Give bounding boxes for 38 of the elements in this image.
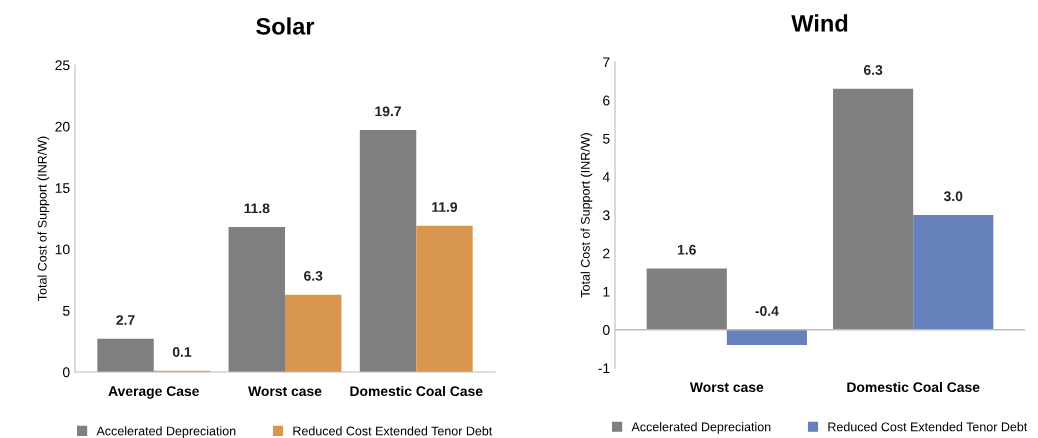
y-tick-label: -1 [598, 363, 610, 374]
data-label: 11.8 [244, 203, 270, 214]
y-tick-label: 0 [602, 325, 610, 335]
x-tick-label: Worst case [248, 386, 322, 397]
x-tick-label: Domestic Coal Case [350, 385, 483, 397]
y-axis-title: Total Cost of Support (INR/W) [37, 136, 50, 301]
data-label: 6.3 [304, 270, 323, 281]
y-tick-label: 4 [602, 172, 610, 182]
legend-label: Reduced Cost Extended Tenor Debt [828, 422, 1028, 432]
y-tick-label: 5 [62, 306, 70, 316]
data-label: 0.1 [172, 347, 192, 357]
y-tick-label: 2 [603, 248, 610, 259]
x-tick-label: Domestic Coal Case [847, 381, 980, 393]
data-label: 6.3 [863, 65, 883, 75]
x-tick-label: Average Case [108, 386, 199, 399]
y-tick-label: 10 [55, 244, 70, 255]
chart-title: Wind [791, 14, 848, 32]
y-axis-title: Total Cost of Support (INR/W) [580, 133, 593, 298]
y-tick-label: 6 [603, 95, 610, 106]
data-label: 19.7 [375, 106, 401, 117]
legend-label: Accelerated Depreciation [96, 426, 236, 438]
data-label: -0.4 [755, 306, 779, 316]
data-label: 2.7 [116, 315, 135, 325]
y-tick-label: 15 [55, 183, 70, 193]
y-tick-label: 3 [602, 210, 610, 221]
y-tick-label: 5 [602, 133, 610, 144]
y-tick-label: 0 [62, 367, 70, 378]
data-label: 3.0 [943, 191, 963, 202]
chart-title: Solar [256, 17, 315, 35]
x-tick-label: Worst case [689, 382, 764, 393]
data-label: 1.6 [677, 244, 696, 255]
y-tick-label: 7 [603, 57, 610, 68]
legend-label: Accelerated Depreciation [631, 422, 771, 434]
y-tick-label: 25 [55, 60, 70, 71]
y-tick-label: 20 [55, 121, 70, 132]
legend-label: Reduced Cost Extended Tenor Debt [293, 426, 493, 436]
y-tick-label: 1 [603, 286, 610, 297]
data-label: 11.9 [432, 202, 458, 213]
